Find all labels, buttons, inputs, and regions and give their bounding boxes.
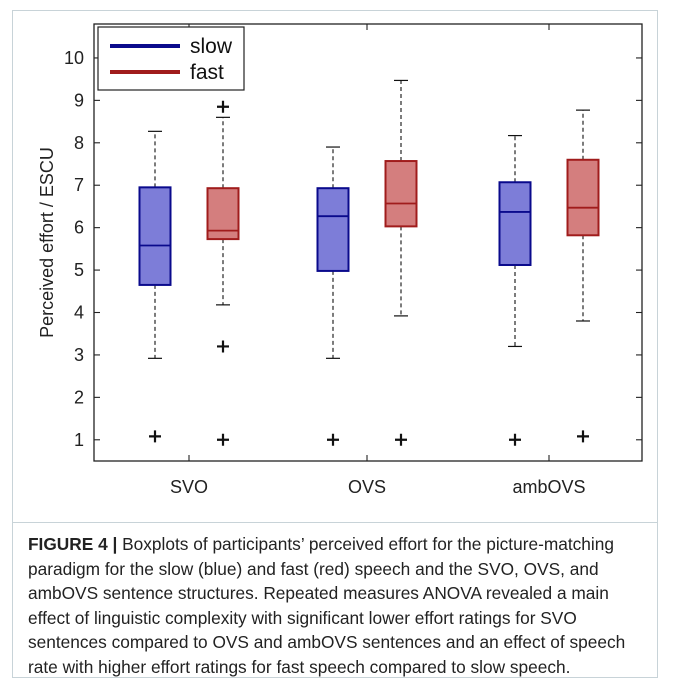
y-axis-label: Perceived effort / ESCU <box>37 147 57 338</box>
fast-outlier-marker <box>217 433 229 446</box>
y-tick-label: 2 <box>74 387 84 407</box>
slow-outlier-marker <box>149 430 161 443</box>
y-tick-label: 10 <box>64 48 84 68</box>
boxes-layer <box>138 79 600 446</box>
fast-outlier-marker <box>395 433 407 446</box>
y-tick-label: 9 <box>74 90 84 110</box>
boxplot-chart: 1 2 3 4 5 6 7 8 9 10 SVO OVS ambOVS Perceived effort … <box>37 23 643 497</box>
slow-box <box>498 181 532 266</box>
figure-label: FIGURE 4 | <box>28 534 118 554</box>
x-category-label: ambOVS <box>512 477 585 497</box>
fast-outlier-marker <box>217 100 229 113</box>
fast-outlier-marker <box>217 340 229 353</box>
y-tick-label: 6 <box>74 218 84 238</box>
y-tick-label: 3 <box>74 345 84 365</box>
slow-box <box>138 186 172 286</box>
axes-layer: 1 2 3 4 5 6 7 8 9 10 SVO OVS ambOVS Perceived effort … <box>37 23 643 497</box>
slow-box <box>316 187 350 272</box>
fast-box <box>566 158 600 237</box>
x-category-label: OVS <box>348 477 386 497</box>
caption-divider <box>12 522 658 523</box>
fast-box <box>384 160 418 228</box>
slow-outlier-marker <box>327 433 339 446</box>
caption-text: Boxplots of participants’ perceived effo… <box>28 534 626 677</box>
plot-area-border <box>93 23 643 462</box>
legend-label-fast: fast <box>190 61 224 84</box>
y-tick-label: 1 <box>74 430 84 450</box>
legend: slow fast <box>97 26 245 91</box>
slow-outlier-marker <box>509 433 521 446</box>
figure-caption: FIGURE 4 | Boxplots of participants’ per… <box>28 532 640 679</box>
x-category-label: SVO <box>170 477 208 497</box>
legend-box <box>97 26 245 91</box>
y-tick-label: 8 <box>74 133 84 153</box>
y-tick-label: 4 <box>74 303 84 323</box>
fast-outlier-marker <box>577 430 589 443</box>
y-tick-label: 5 <box>74 260 84 280</box>
figure-frame <box>12 10 658 678</box>
y-tick-label: 7 <box>74 175 84 195</box>
legend-label-slow: slow <box>190 35 233 58</box>
